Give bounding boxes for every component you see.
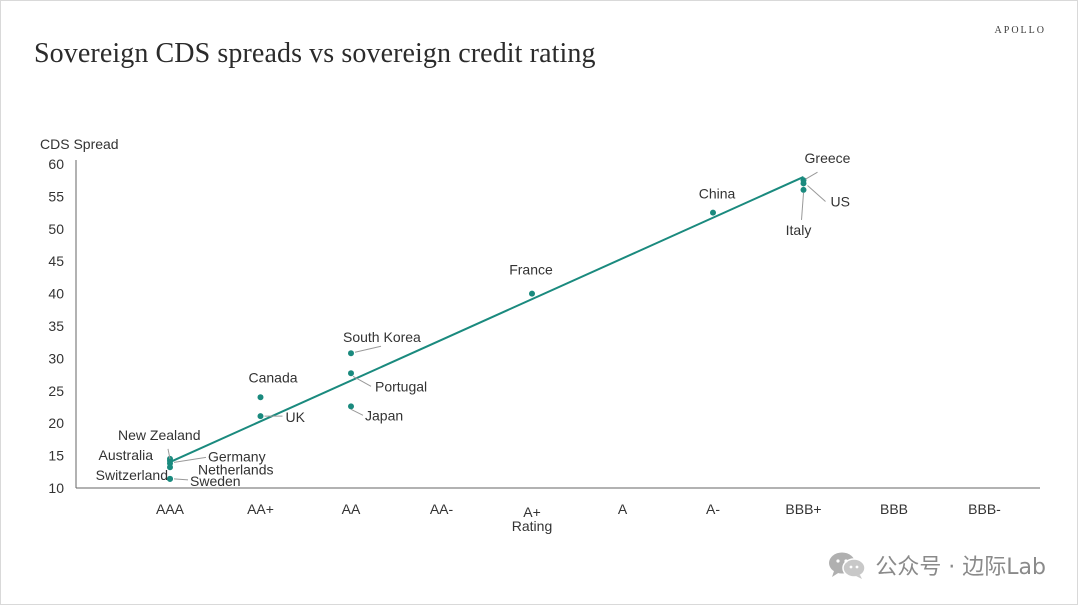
data-point	[257, 413, 264, 420]
data-point	[800, 186, 807, 193]
trendline-group	[169, 176, 804, 463]
point-label: Switzerland	[96, 467, 168, 483]
point-label: France	[509, 262, 553, 278]
data-point	[348, 370, 354, 377]
y-tick-label: 35	[48, 318, 64, 334]
y-tick-label: 10	[48, 480, 64, 496]
label-leader-line	[173, 456, 207, 463]
y-axis-title: CDS Spread	[40, 136, 119, 152]
chart-title: Sovereign CDS spreads vs sovereign credi…	[34, 38, 596, 69]
data-point	[257, 394, 264, 401]
x-tick-label: AAA	[156, 501, 185, 517]
x-tick-label: BBB+	[785, 501, 821, 517]
x-tick-label: AA	[342, 501, 361, 517]
data-point	[529, 290, 535, 297]
point-label: Sweden	[190, 473, 241, 489]
label-leader-line	[167, 448, 171, 459]
x-tick-label: AA-	[430, 501, 454, 517]
y-tick-label: 30	[48, 350, 64, 366]
x-tick-label: AA+	[247, 501, 274, 517]
y-tick-label: 60	[48, 156, 64, 172]
y-tick-label: 20	[48, 415, 64, 431]
label-leader-line	[805, 171, 818, 180]
point-label: Japan	[365, 407, 403, 423]
label-leader-line	[801, 192, 804, 220]
x-axis-title: Rating	[512, 518, 552, 534]
label-leader-line	[807, 185, 826, 202]
x-tick-label: BBB	[880, 501, 908, 517]
data-point	[348, 350, 354, 357]
point-label: Australia	[99, 447, 154, 463]
data-points	[167, 177, 807, 482]
brand-logo: APOLLO	[994, 25, 1046, 36]
data-point	[167, 475, 173, 482]
watermark-text: 公众号 · 边际Lab	[875, 555, 1046, 580]
y-tick-label: 50	[48, 221, 64, 237]
point-label: New Zealand	[118, 427, 201, 443]
label-leader-line	[350, 408, 364, 416]
point-label: Canada	[249, 369, 298, 385]
x-tick-label: A+	[523, 504, 541, 520]
label-leader-line	[352, 375, 372, 387]
y-tick-label: 40	[48, 286, 64, 302]
label-leader-line	[354, 345, 382, 353]
y-tick-label: 15	[48, 448, 64, 464]
x-tick-label: A-	[706, 501, 720, 517]
x-tick-label: A	[618, 501, 628, 517]
data-point	[710, 209, 716, 216]
point-label: Greece	[805, 150, 851, 166]
y-tick-label: 55	[48, 188, 64, 204]
data-point	[348, 403, 354, 410]
x-tick-label: BBB-	[968, 501, 1001, 517]
point-label: UK	[286, 409, 306, 425]
trendline	[169, 176, 804, 463]
data-point	[167, 464, 173, 471]
watermark: 公众号 · 边际Lab	[827, 549, 1046, 581]
point-label: South Korea	[343, 329, 421, 345]
point-label: Italy	[786, 222, 812, 238]
wechat-icon	[829, 552, 867, 579]
y-tick-label: 45	[48, 253, 64, 269]
data-point	[800, 180, 807, 187]
point-label: Portugal	[375, 378, 427, 394]
point-label: Germany	[208, 448, 266, 464]
point-label: US	[831, 193, 850, 209]
point-label: China	[699, 186, 736, 202]
point-label: Netherlands	[198, 461, 274, 477]
label-leader-line	[173, 478, 189, 481]
y-tick-label: 25	[48, 383, 64, 399]
